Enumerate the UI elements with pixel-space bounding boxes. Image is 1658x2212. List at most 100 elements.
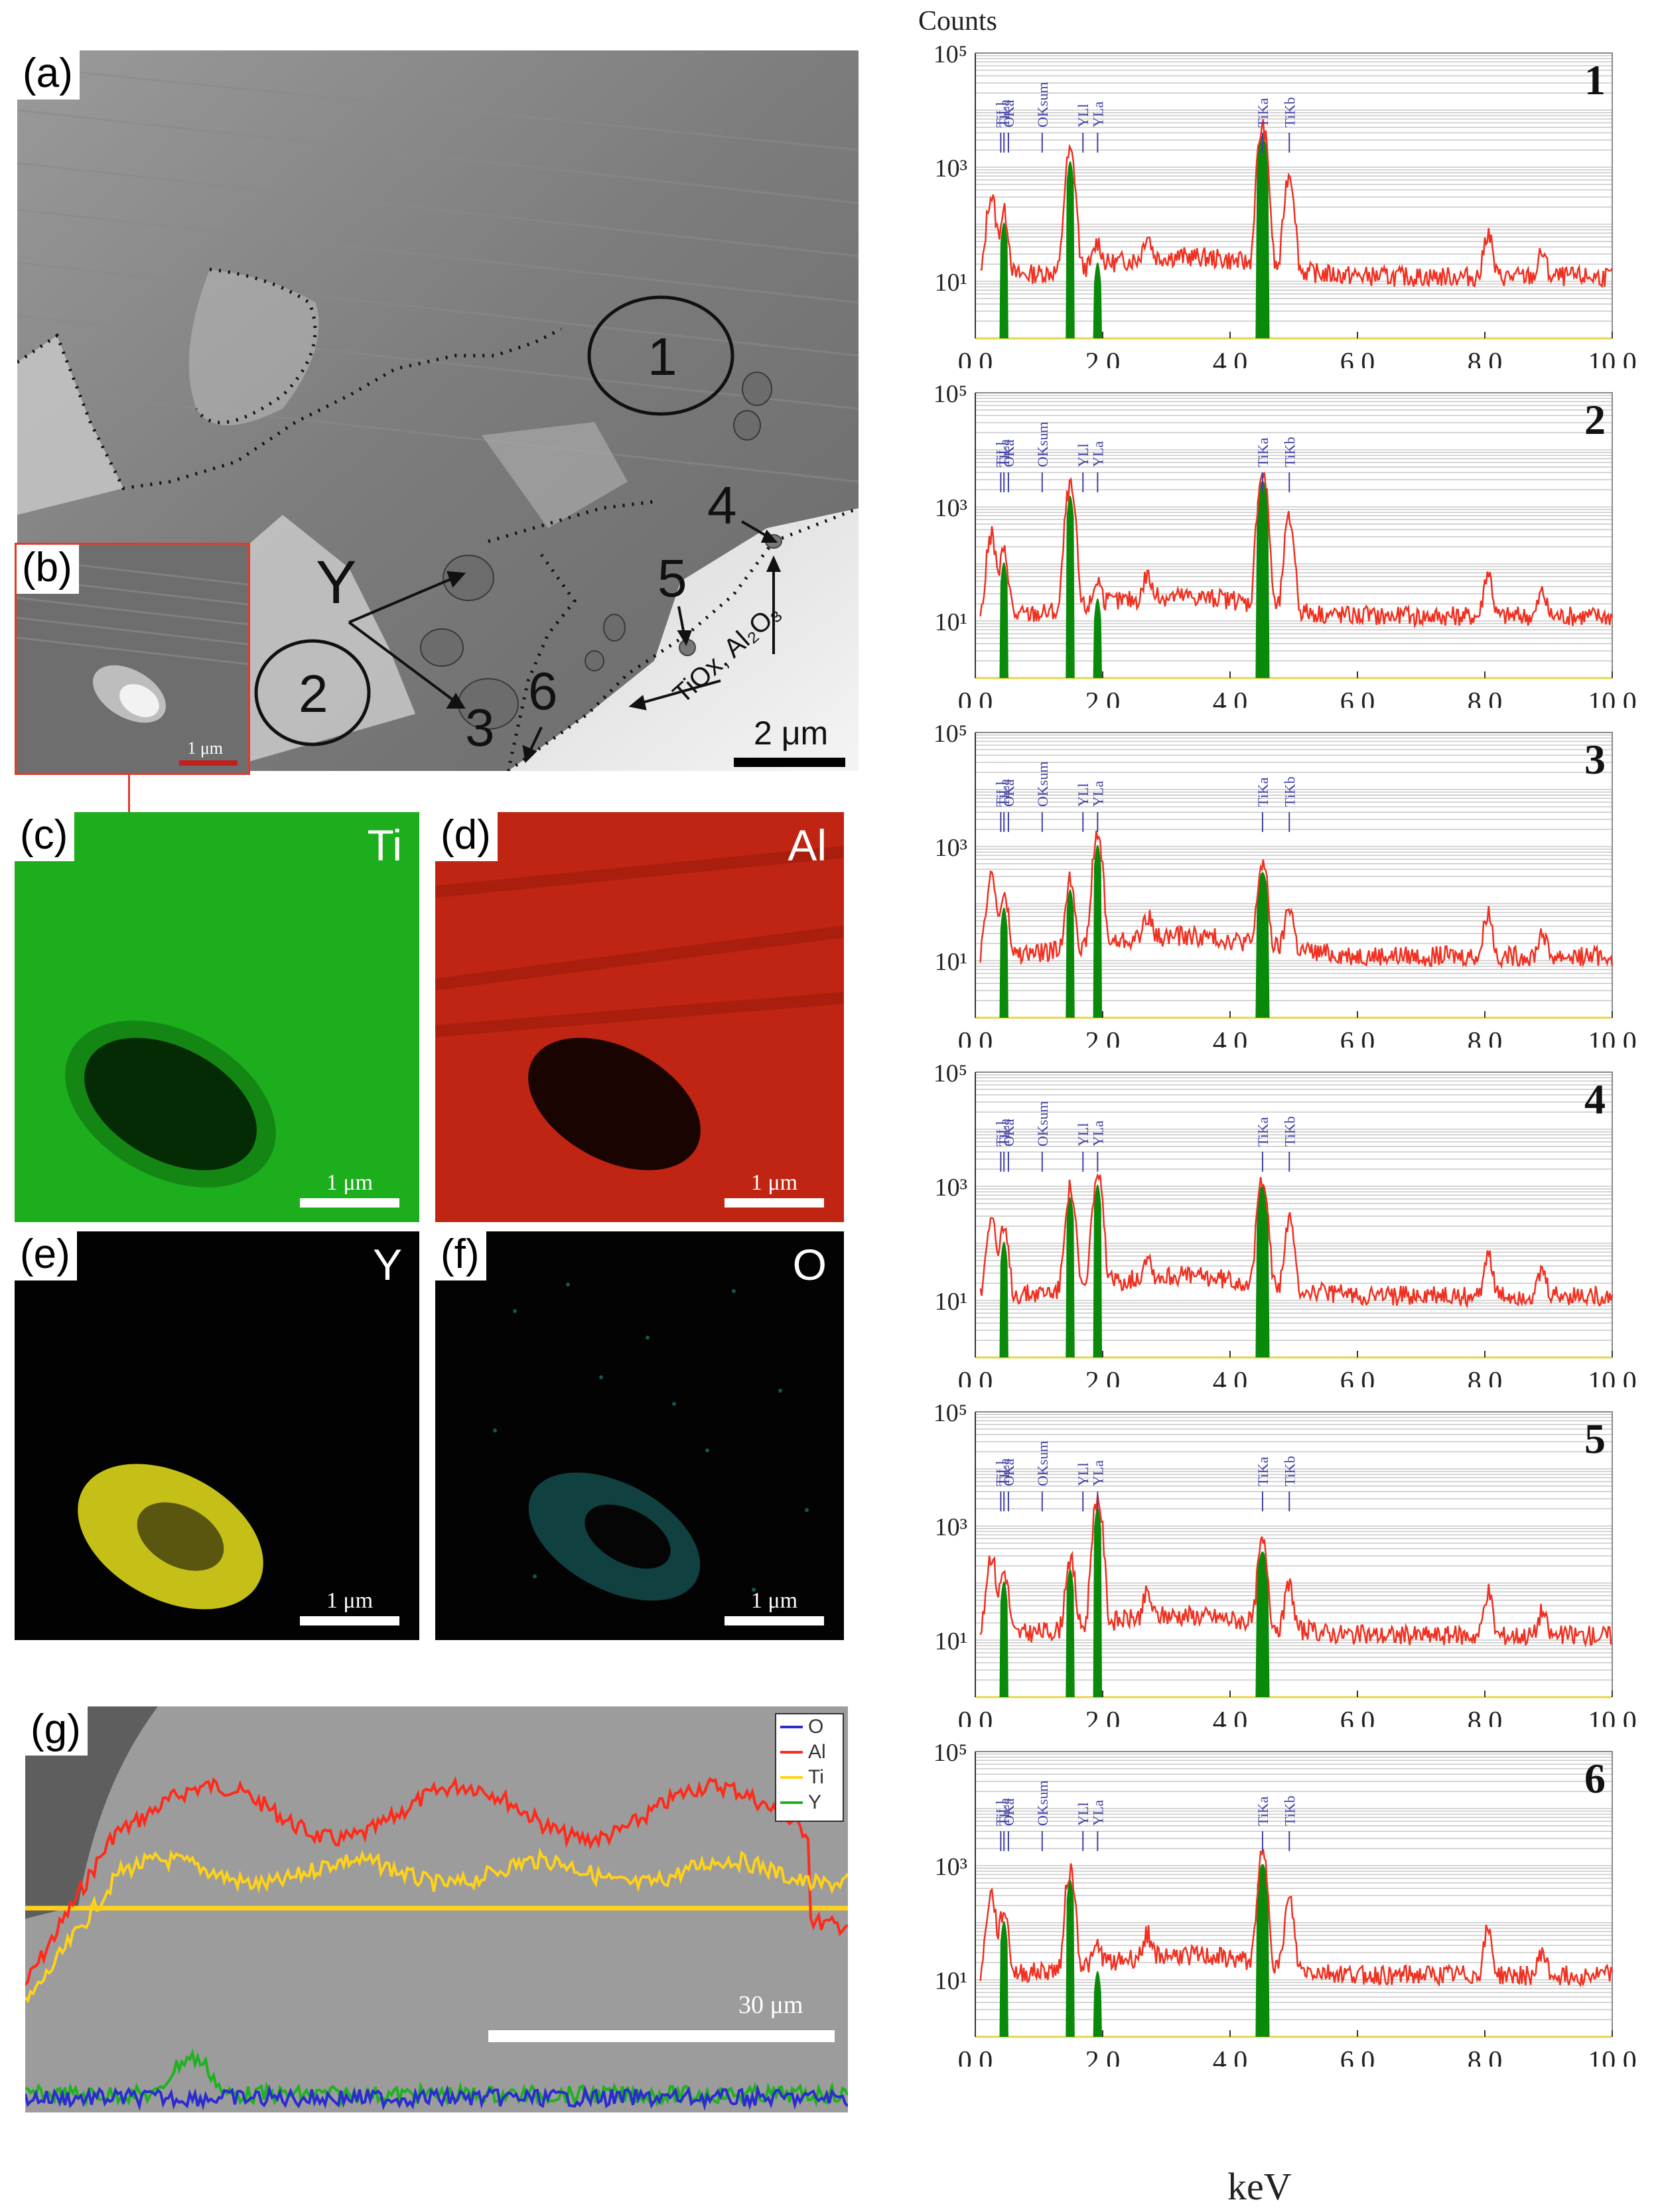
micrograph-b-image: [17, 545, 248, 773]
x-tick-label: 4.0: [1213, 687, 1248, 708]
x-tick-label: 6.0: [1340, 348, 1375, 368]
x-tick-label: 8.0: [1468, 1027, 1503, 1048]
point-label-6: 6: [528, 661, 558, 721]
scale-bar-c: 1 μm: [300, 1170, 399, 1208]
peak-label: TiKb: [1281, 437, 1298, 467]
spectra-ylabel: Counts: [918, 6, 998, 36]
x-tick-label: 2.0: [1085, 2046, 1121, 2067]
x-tick-label: 2.0: [1085, 348, 1121, 368]
y-tick-label: 10¹: [935, 1967, 967, 1995]
ti-trace: [25, 1847, 848, 2004]
peak-label: YLl: [1075, 784, 1091, 807]
y-tick-label: 10⁵: [933, 40, 967, 68]
peak-label: TiLa: [996, 779, 1012, 807]
peak-label: YLa: [1089, 1121, 1106, 1146]
x-tick-label: 4.0: [1213, 1367, 1248, 1387]
y-tick-label: 10¹: [935, 948, 967, 976]
grid: [975, 1754, 1612, 2038]
x-tick-label: 10.0: [1588, 1367, 1637, 1387]
legend-swatch: [780, 1801, 803, 1804]
region-1-circle: [587, 295, 734, 416]
y-tick-label: 10³: [935, 1853, 967, 1881]
peak-label: YLl: [1075, 104, 1091, 127]
y-tick-label: 10³: [935, 1174, 967, 1202]
panel-f-label: (f): [435, 1231, 486, 1280]
x-tick-label: 6.0: [1340, 1706, 1375, 1727]
point-label-3: 3: [465, 698, 495, 757]
ti-map-image: [65, 1020, 276, 1188]
region-label-1: 1: [648, 327, 677, 386]
scale-label-e: 1 μm: [326, 1588, 374, 1613]
element-label-al: Al: [788, 821, 827, 870]
peak-fill: [1093, 1970, 1103, 2037]
peak-fill: [999, 907, 1008, 1018]
panel-c-ti-map: (c) Ti 1 μm: [15, 812, 419, 1222]
inset-connector: [128, 775, 130, 812]
x-tick-label: 0.0: [958, 1706, 993, 1727]
x-tick-label: 2.0: [1085, 1706, 1121, 1727]
peak-label: OKsum: [1034, 1781, 1051, 1826]
x-tick-label: 0.0: [958, 348, 993, 368]
legend-item-ti: Ti: [776, 1765, 843, 1790]
panel-d-al-map: (d) Al 1 μm: [435, 812, 844, 1222]
y-tick-label: 10⁵: [933, 1739, 967, 1767]
x-tick-label: 6.0: [1340, 2046, 1375, 2067]
panel-e-y-map: (e) Y 1 μm: [15, 1231, 419, 1640]
legend-label: Ti: [808, 1766, 824, 1788]
x-tick-label: 2.0: [1085, 1027, 1121, 1048]
peak-label: YLl: [1075, 1463, 1091, 1486]
spectrum-line: [979, 472, 1614, 629]
scale-label-g: 30 μm: [738, 1991, 803, 2019]
x-tick-label: 4.0: [1213, 1706, 1248, 1727]
panel-b-label: (b): [17, 545, 79, 594]
peak-label: TiKb: [1281, 97, 1298, 127]
x-tick-label: 2.0: [1085, 687, 1121, 708]
panel-g-label: (g): [25, 1706, 88, 1756]
panel-d-label: (d): [435, 812, 498, 861]
plot-frame: [975, 1751, 1613, 2037]
x-tick-label: 10.0: [1588, 2046, 1637, 2067]
y-tick-label: 10⁵: [933, 1060, 967, 1087]
spectrum-line: [979, 1494, 1613, 1648]
plot-frame: [975, 732, 1613, 1018]
scale-label-b: 1 μm: [187, 738, 223, 758]
legend-swatch: [780, 1776, 803, 1779]
element-label-y: Y: [372, 1240, 402, 1289]
peak-label: OKa: [1001, 100, 1017, 127]
legend-label: Al: [808, 1741, 826, 1763]
peak-fill: [999, 222, 1008, 338]
y-tick-label: 10⁵: [933, 1399, 967, 1427]
y-tick-label: 10³: [935, 494, 967, 522]
legend-item-o: O: [776, 1714, 843, 1740]
peak-fill: [999, 1241, 1008, 1357]
panel-e-label: (e): [15, 1231, 77, 1280]
scale-label-d: 1 μm: [750, 1170, 798, 1195]
peak-label: TiKb: [1281, 1116, 1298, 1146]
peak-label: OKsum: [1034, 1101, 1051, 1146]
y-tick-label: 10³: [935, 155, 967, 182]
peak-label: YLl: [1075, 1803, 1091, 1826]
panel-f-o-map: (f) O 1 μm: [435, 1231, 844, 1640]
y-trace: [25, 2048, 848, 2108]
peak-label: YLa: [1089, 781, 1106, 807]
peak-fill: [1066, 1197, 1075, 1357]
peak-fill: [999, 1921, 1008, 2037]
x-tick-label: 8.0: [1468, 687, 1503, 708]
spectrum-line: [979, 1848, 1614, 1988]
scale-bar-a: [734, 758, 845, 767]
x-tick-label: 10.0: [1588, 687, 1637, 708]
peak-fill: [1066, 496, 1075, 678]
spectrum-number: 2: [1584, 396, 1606, 443]
y-map-image: [78, 1464, 263, 1610]
peak-label: TiKb: [1281, 1456, 1298, 1486]
peak-label: YLa: [1089, 1460, 1106, 1486]
al-trace: [25, 1775, 848, 1986]
peak-label: TiKa: [1255, 437, 1271, 467]
peak-label: OKa: [1001, 1798, 1017, 1826]
peak-label: OKsum: [1034, 422, 1051, 467]
spectrum-number: 5: [1584, 1415, 1606, 1462]
element-label-o: O: [792, 1240, 827, 1289]
plot-frame: [975, 1071, 1613, 1357]
